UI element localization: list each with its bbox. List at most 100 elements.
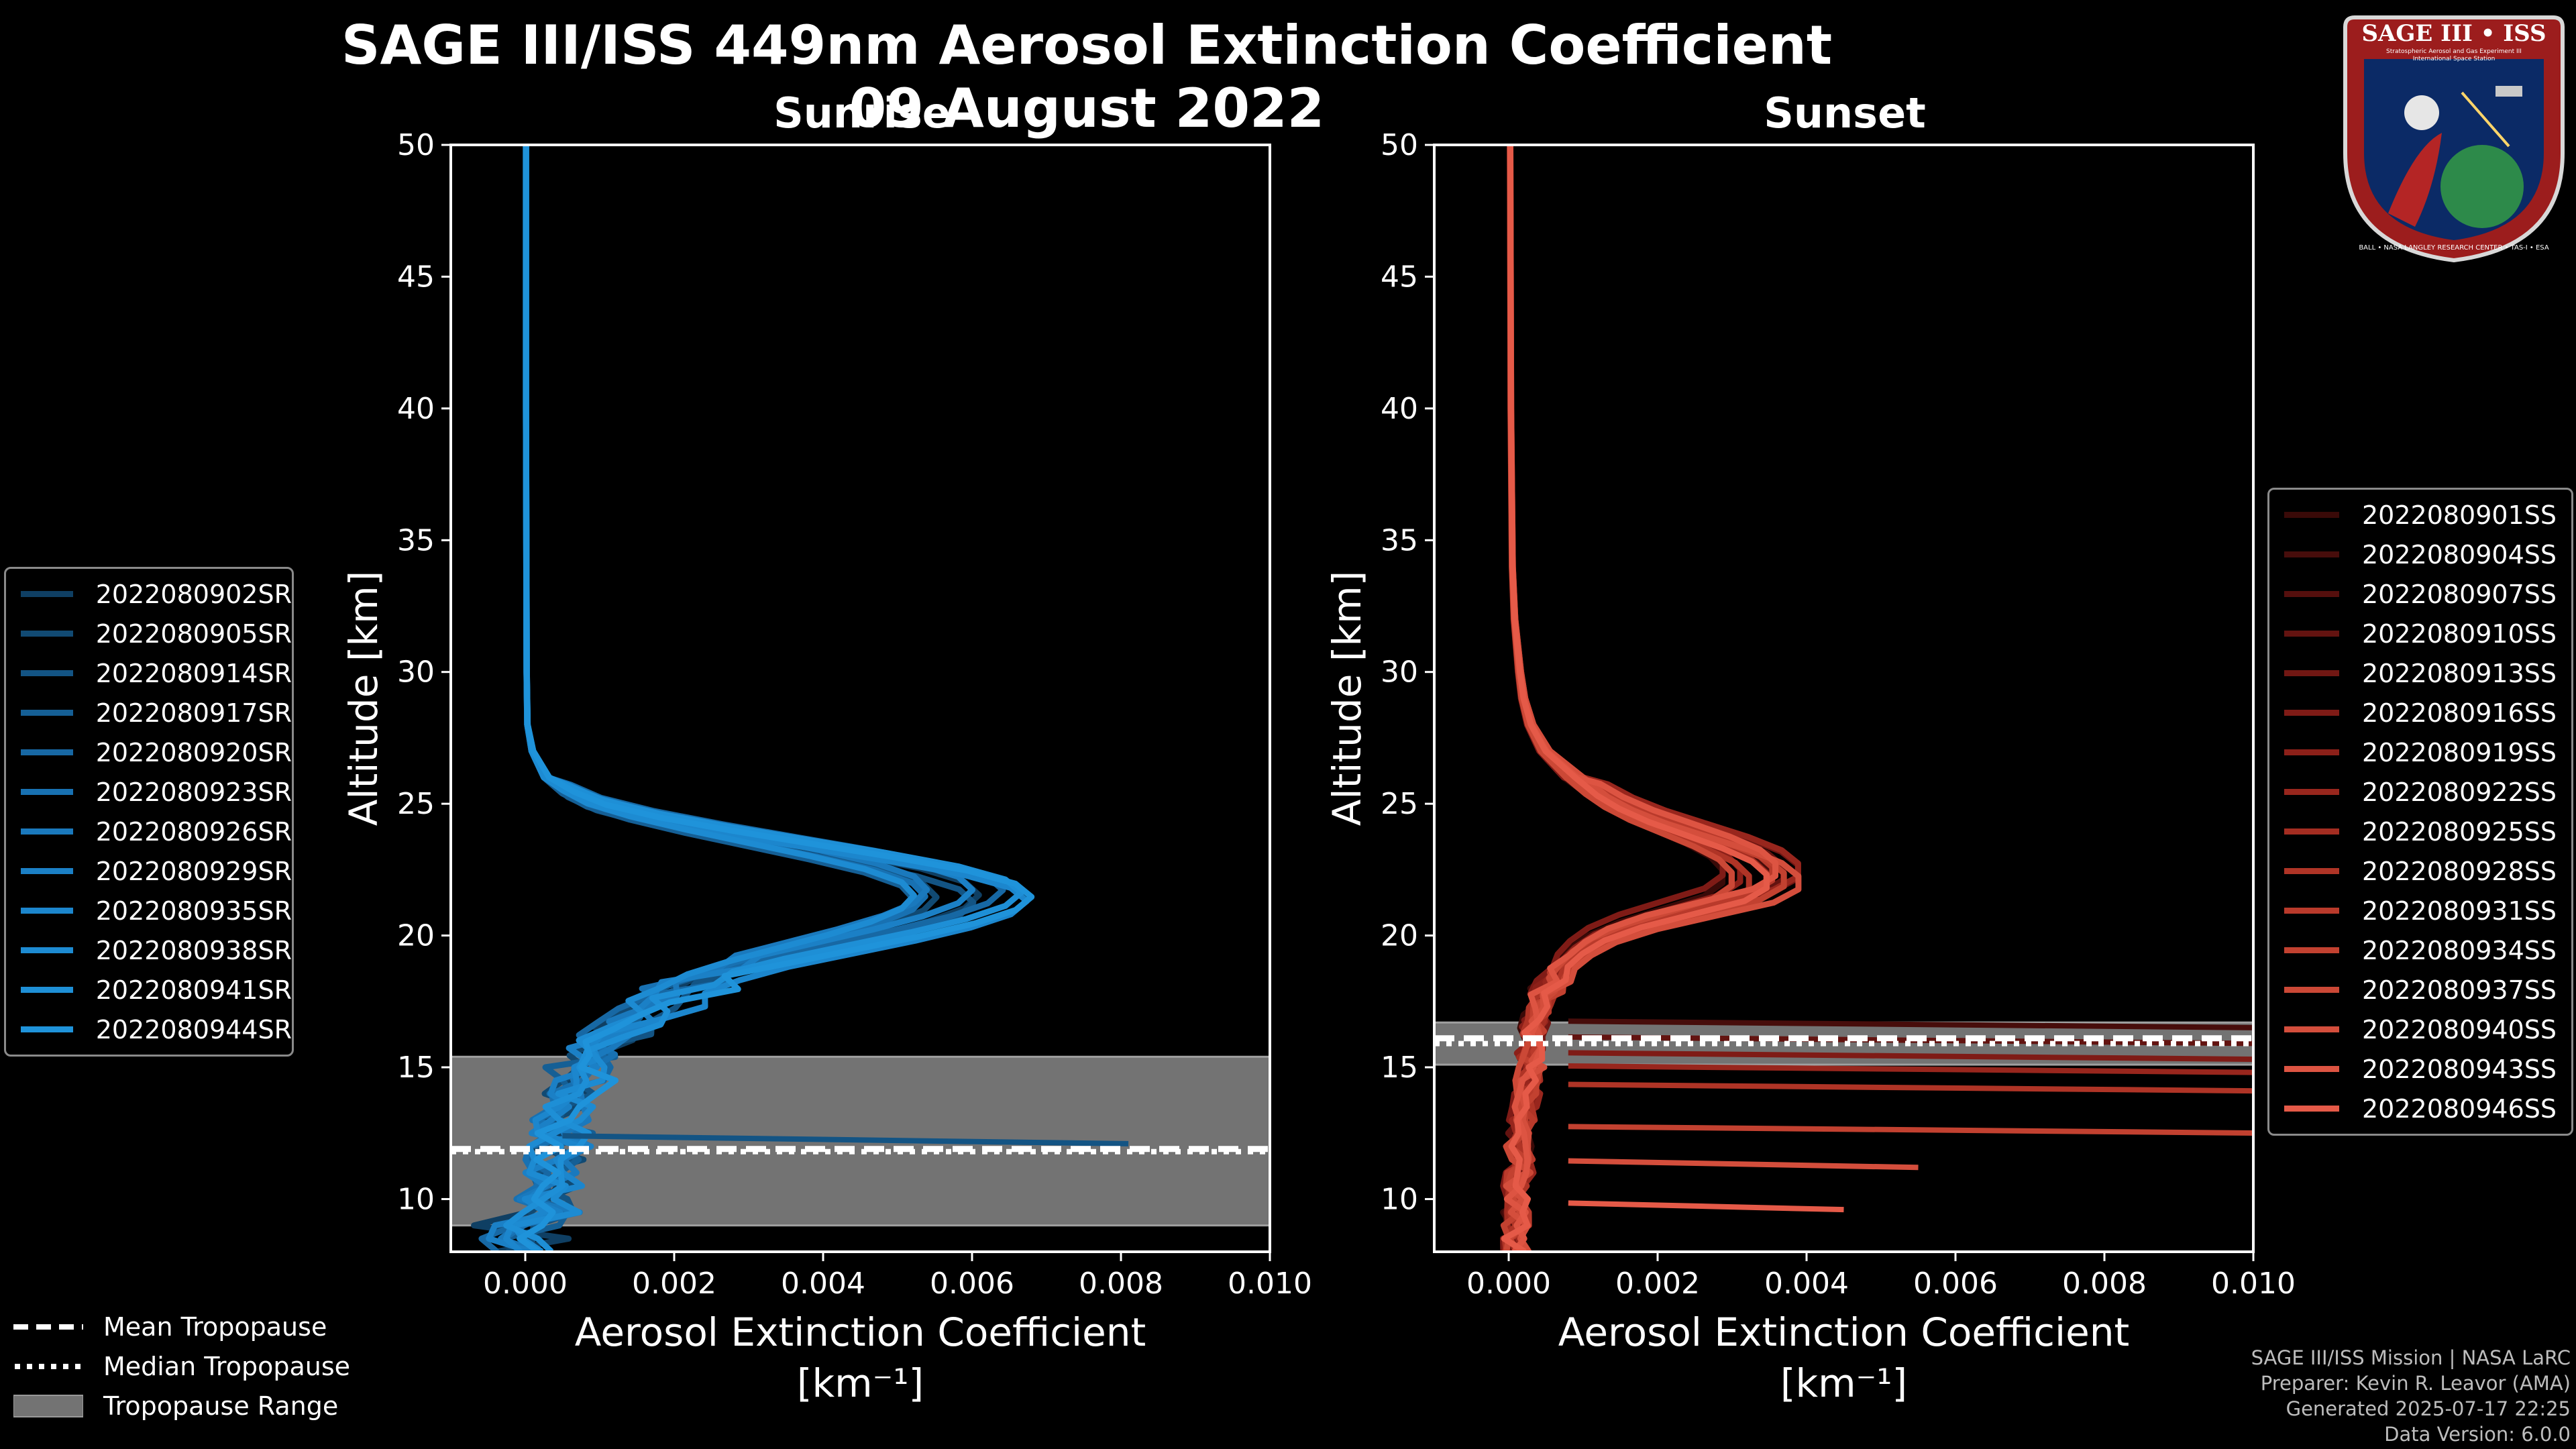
- profile-spike: [1568, 1200, 1844, 1213]
- x-tick-label: 0.002: [632, 1267, 716, 1301]
- y-tick-label: 45: [1381, 260, 1418, 294]
- plot-frame: [449, 144, 1271, 1253]
- y-tick-label: 50: [1381, 128, 1418, 162]
- y-tick-label: 30: [397, 655, 435, 690]
- logo-title: SAGE III • ISS: [2361, 20, 2546, 47]
- y-tick-label: 40: [397, 392, 435, 426]
- legend-swatch: [2284, 591, 2339, 597]
- legend-label: 2022080914SR: [95, 658, 292, 688]
- y-tick-label: 15: [1381, 1051, 1418, 1085]
- legend-label: 2022080919SS: [2362, 737, 2557, 767]
- sunset-plot: 10 15 20 25 30 35 40 45 50 0.000 0.002 0.004 0.006 0.…: [1324, 128, 2296, 1406]
- legend-label: 2022080940SS: [2362, 1014, 2557, 1044]
- legend-label: 2022080937SS: [2362, 975, 2557, 1005]
- legend-label: 2022080935SR: [95, 896, 292, 926]
- y-tick-label: 10: [397, 1182, 435, 1216]
- sunset-panel-title: Sunset: [1764, 89, 1926, 138]
- legend-swatch: [21, 947, 73, 953]
- legend-swatch: [2284, 828, 2339, 835]
- series-2022080946SS: [1501, 145, 1770, 1252]
- x-tick-label: 0.000: [1466, 1267, 1551, 1301]
- legend-label: 2022080904SS: [2362, 539, 2557, 570]
- legend-item-2022080943SS: 2022080943SS: [2269, 1049, 2571, 1089]
- profile-spike: [1568, 1124, 2253, 1136]
- legend-label: 2022080922SS: [2362, 777, 2557, 807]
- legend-item-2022080919SS: 2022080919SS: [2269, 733, 2571, 772]
- y-tick-label: 20: [397, 919, 435, 953]
- legend-range-label: Tropopause Range: [103, 1391, 339, 1421]
- x-axis-label: Aerosol Extinction Coefficient: [1558, 1309, 2130, 1355]
- y-tick-label: 40: [1381, 392, 1418, 426]
- legend-item-2022080913SS: 2022080913SS: [2269, 653, 2571, 693]
- legend-swatch: [21, 710, 73, 716]
- legend-label: 2022080938SR: [95, 935, 292, 965]
- y-tick-label: 50: [397, 128, 435, 162]
- legend-mean-tropopause: Mean Tropopause: [13, 1307, 350, 1346]
- legend-swatch: [2284, 710, 2339, 716]
- profile-spike: [1568, 1081, 2253, 1094]
- legend-mean-label: Mean Tropopause: [103, 1311, 327, 1342]
- sunset-legend: 2022080901SS 2022080904SS 2022080907SS 2022…: [2267, 488, 2573, 1136]
- legend-item-2022080941SR: 2022080941SR: [6, 970, 292, 1010]
- legend-item-2022080904SS: 2022080904SS: [2269, 535, 2571, 574]
- series-2022080938SR: [511, 145, 917, 1252]
- gray-box-icon: [13, 1394, 83, 1417]
- legend-item-2022080925SS: 2022080925SS: [2269, 812, 2571, 851]
- x-tick-label: 0.010: [1228, 1267, 1312, 1301]
- credit-preparer: Preparer: Kevin R. Leavor (AMA): [2260, 1372, 2571, 1395]
- legend-swatch: [2284, 1026, 2339, 1032]
- y-tick-label: 20: [1381, 919, 1418, 953]
- legend-label: 2022080944SR: [95, 1014, 292, 1044]
- x-tick-label: 0.000: [483, 1267, 568, 1301]
- tropopause-legend: Mean Tropopause Median Tropopause Tropop…: [13, 1307, 350, 1426]
- x-tick-label: 0.010: [2211, 1267, 2296, 1301]
- legend-swatch: [21, 631, 73, 637]
- legend-label: 2022080901SS: [2362, 500, 2557, 530]
- x-tick-label: 0.002: [1615, 1267, 1700, 1301]
- legend-label: 2022080931SS: [2362, 896, 2557, 926]
- legend-item-2022080928SS: 2022080928SS: [2269, 851, 2571, 891]
- legend-swatch: [2284, 908, 2339, 914]
- legend-label: 2022080902SR: [95, 579, 292, 609]
- legend-label: 2022080923SR: [95, 777, 292, 807]
- legend-median-label: Median Tropopause: [103, 1351, 350, 1381]
- x-axis-unit: [km⁻¹]: [797, 1360, 924, 1406]
- legend-label: 2022080905SR: [95, 619, 292, 649]
- legend-swatch: [21, 749, 73, 755]
- legend-label: 2022080916SS: [2362, 698, 2557, 728]
- legend-label: 2022080929SR: [95, 856, 292, 886]
- credit-generated: Generated 2025-07-17 22:25: [2286, 1397, 2571, 1420]
- legend-label: 2022080934SS: [2362, 935, 2557, 965]
- y-tick-label: 30: [1381, 655, 1418, 690]
- profile-spike: [1568, 1050, 2253, 1063]
- legend-label: 2022080946SS: [2362, 1093, 2557, 1124]
- x-tick-label: 0.006: [930, 1267, 1014, 1301]
- series-2022080944SR: [517, 145, 1035, 1252]
- credit-version: Data Version: 6.0.0: [2384, 1423, 2571, 1446]
- profile-spike: [1568, 1063, 2253, 1075]
- sunrise-legend: 2022080902SR 2022080905SR 2022080914SR 2022…: [4, 567, 294, 1057]
- legend-swatch: [21, 908, 73, 914]
- plot-frame: [1433, 144, 2255, 1253]
- y-tick-label: 45: [397, 260, 435, 294]
- legend-label: 2022080917SR: [95, 698, 292, 728]
- y-tick-label: 35: [397, 523, 435, 557]
- y-axis-label: Altitude [km]: [341, 571, 386, 826]
- legend-swatch: [2284, 670, 2339, 676]
- y-tick-label: 15: [397, 1051, 435, 1085]
- legend-swatch: [2284, 987, 2339, 993]
- profile-spike: [562, 1133, 1129, 1146]
- main-title: SAGE III/ISS 449nm Aerosol Extinction Co…: [341, 14, 1833, 76]
- legend-swatch: [2284, 1106, 2339, 1112]
- legend-label: 2022080907SS: [2362, 579, 2557, 609]
- legend-label: 2022080928SS: [2362, 856, 2557, 886]
- legend-item-2022080910SS: 2022080910SS: [2269, 614, 2571, 653]
- x-tick-label: 0.006: [1913, 1267, 1998, 1301]
- legend-tropopause-range: Tropopause Range: [13, 1386, 350, 1426]
- legend-item-2022080916SS: 2022080916SS: [2269, 693, 2571, 733]
- legend-swatch: [2284, 551, 2339, 557]
- profile-lines: [471, 145, 1129, 1252]
- sunrise-plot: 10 15 20 25 30 35 40 45 50 0.000 0.002 0.004 0.006 0.…: [341, 128, 1312, 1406]
- legend-swatch: [21, 1026, 73, 1032]
